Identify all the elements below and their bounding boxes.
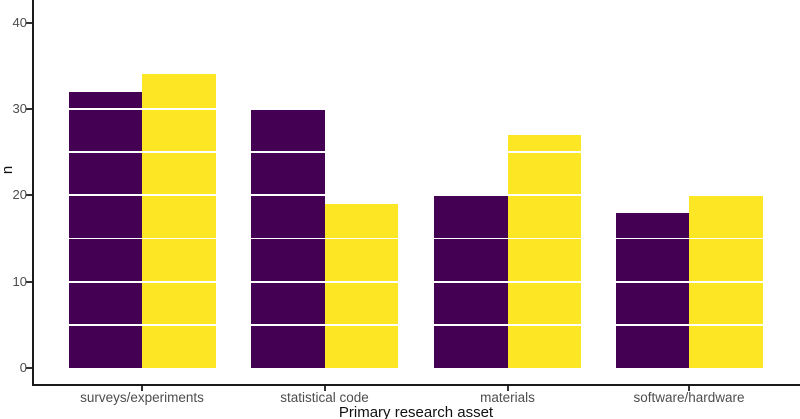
minor-gridline-35 — [34, 65, 800, 67]
major-gridline-10 — [34, 280, 800, 283]
x-tick-mark-0 — [141, 386, 143, 391]
y-tick-mark-0 — [26, 367, 32, 370]
bar-dark-purple-0 — [68, 91, 142, 369]
major-gridline-40 — [34, 21, 800, 24]
y-tick-label-0: 0 — [19, 360, 27, 376]
y-tick-label-40: 40 — [12, 14, 27, 30]
y-tick-label-10: 10 — [12, 273, 27, 289]
x-category-label-3: software/hardware — [633, 390, 745, 405]
minor-gridline-15 — [34, 237, 800, 240]
minor-gridline-25 — [34, 151, 800, 153]
x-category-label-0: surveys/experiments — [80, 390, 204, 405]
bar-yellow-1 — [324, 204, 398, 369]
minor-gridline-5 — [34, 324, 800, 326]
major-gridline-30 — [34, 108, 800, 110]
x-tick-mark-1 — [323, 386, 326, 391]
x-category-label-1: statistical code — [280, 390, 369, 405]
bar-yellow-2 — [507, 134, 581, 369]
y-axis-line — [32, 0, 34, 385]
x-category-label-2: materials — [480, 390, 535, 405]
y-tick-label-30: 30 — [12, 101, 27, 116]
x-tick-mark-2 — [506, 386, 509, 391]
y-tick-mark-20 — [26, 194, 32, 197]
y-tick-mark-40 — [26, 21, 32, 24]
x-axis-title: Primary research asset — [338, 404, 494, 419]
x-axis-line — [32, 384, 800, 386]
bar-dark-purple-3 — [615, 212, 689, 369]
y-tick-mark-30 — [26, 108, 32, 110]
major-gridline-20 — [34, 194, 800, 197]
x-tick-mark-3 — [688, 386, 690, 391]
y-axis-title: n — [0, 165, 16, 175]
bar-yellow-0 — [142, 74, 216, 369]
y-tick-label-20: 20 — [12, 187, 27, 203]
y-tick-mark-10 — [26, 280, 32, 283]
